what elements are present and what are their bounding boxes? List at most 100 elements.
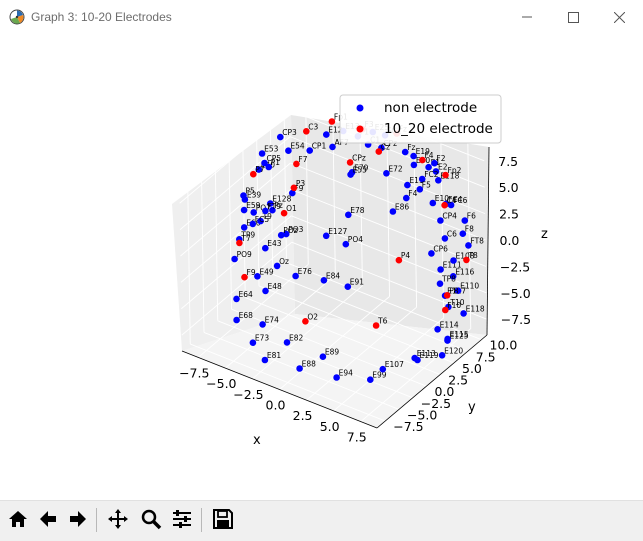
point-non-electrode xyxy=(367,376,374,384)
point-non-electrode xyxy=(441,235,449,242)
point-label: T8 xyxy=(467,251,478,260)
x-tick-label: 0.0 xyxy=(266,398,286,413)
point-label: E118 xyxy=(440,171,459,180)
point-non-electrode xyxy=(416,186,424,193)
point-electrode-10-20 xyxy=(419,156,426,164)
point-non-electrode xyxy=(296,365,303,372)
point-electrode-10-20 xyxy=(293,160,300,168)
point-non-electrode xyxy=(259,321,266,328)
point-label: Cz xyxy=(381,143,390,152)
point-label: E39 xyxy=(247,191,262,200)
point-non-electrode xyxy=(267,200,274,207)
forward-button[interactable] xyxy=(64,504,92,534)
point-label: CP6 xyxy=(433,244,448,253)
grid-line-y-floor xyxy=(286,262,482,341)
point-label: E43 xyxy=(267,239,282,248)
point-non-electrode xyxy=(345,211,352,219)
point-electrode-10-20 xyxy=(290,184,298,192)
grid-line-y-floor xyxy=(272,273,468,352)
point-label: FT9 xyxy=(267,202,281,211)
point-non-electrode xyxy=(429,199,437,207)
point-non-electrode xyxy=(450,257,457,264)
grid-line-y-floor xyxy=(258,285,455,364)
legend: non electrode 10_20 electrode xyxy=(339,94,502,144)
point-label: C3 xyxy=(308,122,318,131)
close-button[interactable] xyxy=(596,0,642,34)
minimize-button[interactable] xyxy=(504,0,550,34)
x-tick-label: 2.5 xyxy=(293,408,313,423)
pan-button[interactable] xyxy=(104,504,132,534)
point-label: FT8 xyxy=(470,236,484,245)
floppy-disk-icon xyxy=(213,509,233,529)
x-tick-label: −2.5 xyxy=(233,387,263,402)
point-label: E2 xyxy=(438,162,448,171)
close-icon xyxy=(613,11,625,23)
toolbar-separator xyxy=(201,508,202,532)
point-non-electrode xyxy=(465,242,472,249)
zoom-button[interactable] xyxy=(137,504,165,534)
grid-line-z-back xyxy=(291,241,487,320)
z-axis-label: z xyxy=(541,227,548,242)
y-tick-label: 10.0 xyxy=(490,338,518,353)
point-label: E68 xyxy=(239,311,254,320)
grid-line-x-floor xyxy=(360,328,472,422)
point-label: P7 xyxy=(255,165,265,174)
point-non-electrode xyxy=(322,232,330,240)
back-button[interactable] xyxy=(34,504,62,534)
home-button[interactable] xyxy=(4,504,32,534)
move-arrows-icon xyxy=(108,509,128,529)
sliders-icon xyxy=(173,510,191,528)
point-label: F9 xyxy=(294,184,303,193)
grid-line-y-floor xyxy=(217,320,413,399)
save-button[interactable] xyxy=(209,504,237,534)
configure-button[interactable] xyxy=(168,504,196,534)
point-label: E118 xyxy=(466,304,485,313)
point-non-electrode xyxy=(283,339,291,346)
point-non-electrode xyxy=(344,283,352,291)
point-non-electrode xyxy=(449,273,457,280)
point-label: E94 xyxy=(339,369,354,378)
point-non-electrode xyxy=(262,207,269,215)
point-electrode-10-20 xyxy=(375,148,383,155)
point-electrode-10-20 xyxy=(372,322,380,329)
figure-canvas[interactable]: −7.5 −5.0 −2.5 0.0 2.5 5.0 7.5 −7.5 −5.0 −2.5 0.0 2… xyxy=(0,36,643,500)
point-label: E115 xyxy=(450,330,469,339)
legend-label-non-electrode: non electrode xyxy=(384,100,477,116)
point-label: F2 xyxy=(436,154,445,163)
point-label: E89 xyxy=(325,348,340,357)
maximize-button[interactable] xyxy=(550,0,596,34)
point-label: TP8 xyxy=(441,275,456,284)
point-label: F10 xyxy=(447,301,461,310)
y-tick-label: 0.0 xyxy=(435,384,455,399)
point-non-electrode xyxy=(437,266,444,273)
legend-marker-10-20-electrode xyxy=(356,125,364,133)
point-label: C6 xyxy=(447,229,457,238)
point-non-electrode xyxy=(233,295,240,303)
point-non-electrode xyxy=(262,287,269,295)
point-non-electrode xyxy=(437,217,444,224)
point-non-electrode xyxy=(277,133,284,141)
point-label: CP4 xyxy=(442,212,457,221)
point-non-electrode xyxy=(277,231,285,239)
grid-line-z-back xyxy=(290,188,487,267)
point-non-electrode xyxy=(432,168,440,175)
point-label: POz xyxy=(283,226,297,235)
window-title: Graph 3: 10-20 Electrodes xyxy=(31,10,172,24)
point-electrode-10-20 xyxy=(280,209,288,217)
point-label: E84 xyxy=(326,271,341,280)
point-label: C4 xyxy=(447,196,457,205)
point-label: FC4 xyxy=(448,195,463,204)
home-icon xyxy=(9,511,27,527)
x-tick-label: 5.0 xyxy=(320,419,340,434)
point-non-electrode xyxy=(269,206,276,214)
point-label: E114 xyxy=(440,320,459,329)
point-label: FC6 xyxy=(453,196,468,205)
point-non-electrode xyxy=(261,356,269,364)
point-non-electrode xyxy=(460,310,467,317)
z-tick-label: 7.5 xyxy=(498,154,518,169)
point-non-electrode xyxy=(249,339,257,347)
point-label: E86 xyxy=(395,203,410,212)
grid-line-x-floor xyxy=(279,296,390,390)
point-non-electrode xyxy=(261,159,268,167)
point-label: T10 xyxy=(449,298,464,307)
